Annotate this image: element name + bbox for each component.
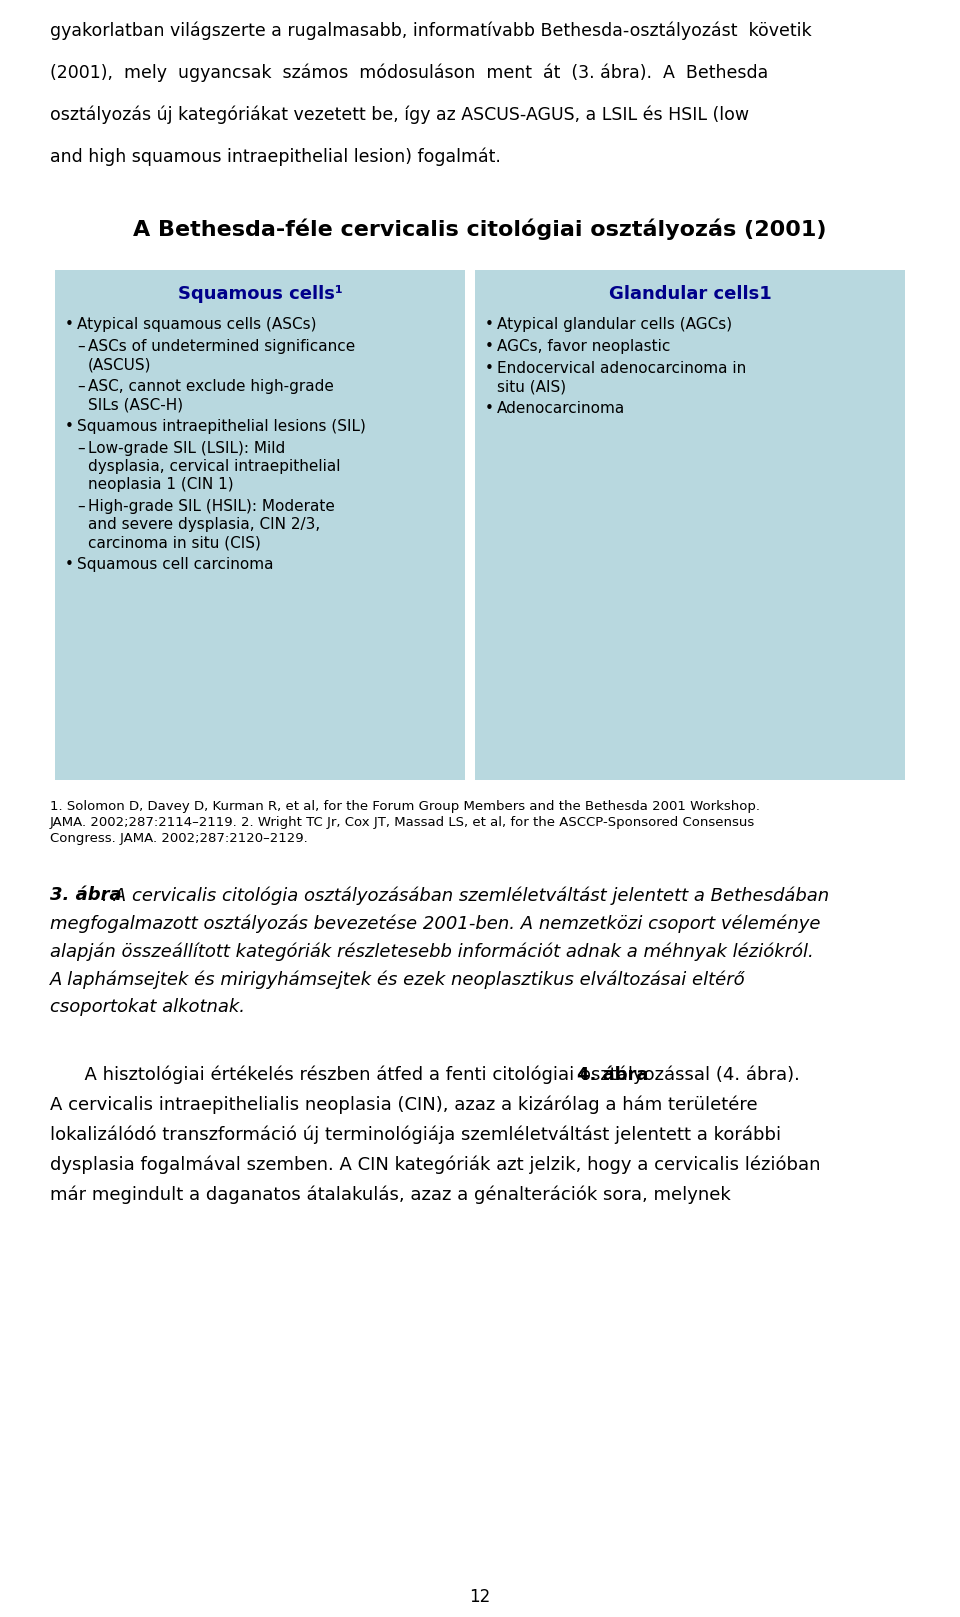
Text: dysplasia fogalmával szemben. A CIN kategóriák azt jelzik, hogy a cervicalis léz: dysplasia fogalmával szemben. A CIN kate… xyxy=(50,1156,821,1174)
Text: •: • xyxy=(65,556,74,572)
Text: Adenocarcinoma: Adenocarcinoma xyxy=(497,401,625,416)
Text: Squamous cell carcinoma: Squamous cell carcinoma xyxy=(77,556,274,572)
Text: and high squamous intraepithelial lesion) fogalmát.: and high squamous intraepithelial lesion… xyxy=(50,149,501,167)
Text: SILs (ASC-H): SILs (ASC-H) xyxy=(88,398,183,412)
Text: (2001),  mely  ugyancsak  számos  módosuláson  ment  át  (3. ábra).  A  Bethesda: (2001), mely ugyancsak számos módosuláso… xyxy=(50,65,768,82)
Text: már megindult a daganatos átalakulás, azaz a génalterációk sora, melynek: már megindult a daganatos átalakulás, az… xyxy=(50,1185,731,1205)
Text: A hisztológiai értékelés részben átfed a fenti citológiai osztályozással (4. ábr: A hisztológiai értékelés részben átfed a… xyxy=(50,1066,800,1085)
Text: carcinoma in situ (CIS): carcinoma in situ (CIS) xyxy=(88,535,261,550)
FancyBboxPatch shape xyxy=(55,270,465,779)
Text: Squamous intraepithelial lesions (SIL): Squamous intraepithelial lesions (SIL) xyxy=(77,419,366,433)
Text: Endocervical adenocarcinoma in: Endocervical adenocarcinoma in xyxy=(497,361,746,377)
Text: Congress. JAMA. 2002;287:2120–2129.: Congress. JAMA. 2002;287:2120–2129. xyxy=(50,833,308,846)
Text: alapján összeállított kategóriák részletesebb információt adnak a méhnyak léziók: alapján összeállított kategóriák részlet… xyxy=(50,943,814,960)
Text: –: – xyxy=(77,500,84,514)
Text: AGCs, favor neoplastic: AGCs, favor neoplastic xyxy=(497,340,670,354)
Text: •: • xyxy=(485,340,493,354)
FancyBboxPatch shape xyxy=(475,270,905,779)
Text: –: – xyxy=(77,441,84,456)
Text: lokalizálódó transzformáció új terminológiája szemléletváltást jelentett a koráb: lokalizálódó transzformáció új terminoló… xyxy=(50,1125,781,1145)
Text: A Bethesda-féle cervicalis citológiai osztályozás (2001): A Bethesda-féle cervicalis citológiai os… xyxy=(133,218,827,239)
Text: 1. Solomon D, Davey D, Kurman R, et al, for the Forum Group Members and the Beth: 1. Solomon D, Davey D, Kurman R, et al, … xyxy=(50,800,760,813)
Text: neoplasia 1 (CIN 1): neoplasia 1 (CIN 1) xyxy=(88,477,233,492)
Text: ASC, cannot exclude high-grade: ASC, cannot exclude high-grade xyxy=(88,378,334,395)
Text: •: • xyxy=(485,317,493,331)
Text: gyakorlatban világszerte a rugalmasabb, informatívabb Bethesda-osztályozást  köv: gyakorlatban világszerte a rugalmasabb, … xyxy=(50,23,811,40)
Text: •: • xyxy=(485,401,493,416)
Text: Low-grade SIL (LSIL): Mild: Low-grade SIL (LSIL): Mild xyxy=(88,441,285,456)
Text: –: – xyxy=(77,378,84,395)
Text: •: • xyxy=(485,361,493,377)
Text: JAMA. 2002;287:2114–2119. 2. Wright TC Jr, Cox JT, Massad LS, et al, for the ASC: JAMA. 2002;287:2114–2119. 2. Wright TC J… xyxy=(50,817,756,830)
Text: ASCs of undetermined significance: ASCs of undetermined significance xyxy=(88,340,355,354)
Text: : A cervicalis citológia osztályozásában szemléletváltást jelentett a Bethesdába: : A cervicalis citológia osztályozásában… xyxy=(102,886,829,904)
Text: •: • xyxy=(65,419,74,433)
Text: megfogalmazott osztályozás bevezetése 2001-ben. A nemzetközi csoport véleménye: megfogalmazott osztályozás bevezetése 20… xyxy=(50,914,821,933)
Text: dysplasia, cervical intraepithelial: dysplasia, cervical intraepithelial xyxy=(88,459,341,474)
Text: situ (AIS): situ (AIS) xyxy=(497,378,566,395)
Text: Atypical squamous cells (ASCs): Atypical squamous cells (ASCs) xyxy=(77,317,317,331)
Text: (ASCUS): (ASCUS) xyxy=(88,357,152,372)
Text: High-grade SIL (HSIL): Moderate: High-grade SIL (HSIL): Moderate xyxy=(88,500,335,514)
Text: A laphámsejtek és mirigyhámsejtek és ezek neoplasztikus elváltozásai eltérő: A laphámsejtek és mirigyhámsejtek és eze… xyxy=(50,970,746,988)
Text: A cervicalis intraepithelialis neoplasia (CIN), azaz a kizárólag a hám területér: A cervicalis intraepithelialis neoplasia… xyxy=(50,1096,757,1114)
Text: and severe dysplasia, CIN 2/3,: and severe dysplasia, CIN 2/3, xyxy=(88,517,321,532)
Text: 12: 12 xyxy=(469,1588,491,1606)
Text: •: • xyxy=(65,317,74,331)
Text: Atypical glandular cells (AGCs): Atypical glandular cells (AGCs) xyxy=(497,317,732,331)
Text: Glandular cells1: Glandular cells1 xyxy=(609,285,772,302)
Text: 3. ábra: 3. ábra xyxy=(50,886,122,904)
Text: csoportokat alkotnak.: csoportokat alkotnak. xyxy=(50,998,245,1015)
Text: 4. ábra: 4. ábra xyxy=(577,1066,648,1083)
Text: osztályozás új kategóriákat vezetett be, így az ASCUS-AGUS, a LSIL és HSIL (low: osztályozás új kategóriákat vezetett be,… xyxy=(50,107,749,125)
Text: –: – xyxy=(77,340,84,354)
Text: Squamous cells¹: Squamous cells¹ xyxy=(178,285,343,302)
